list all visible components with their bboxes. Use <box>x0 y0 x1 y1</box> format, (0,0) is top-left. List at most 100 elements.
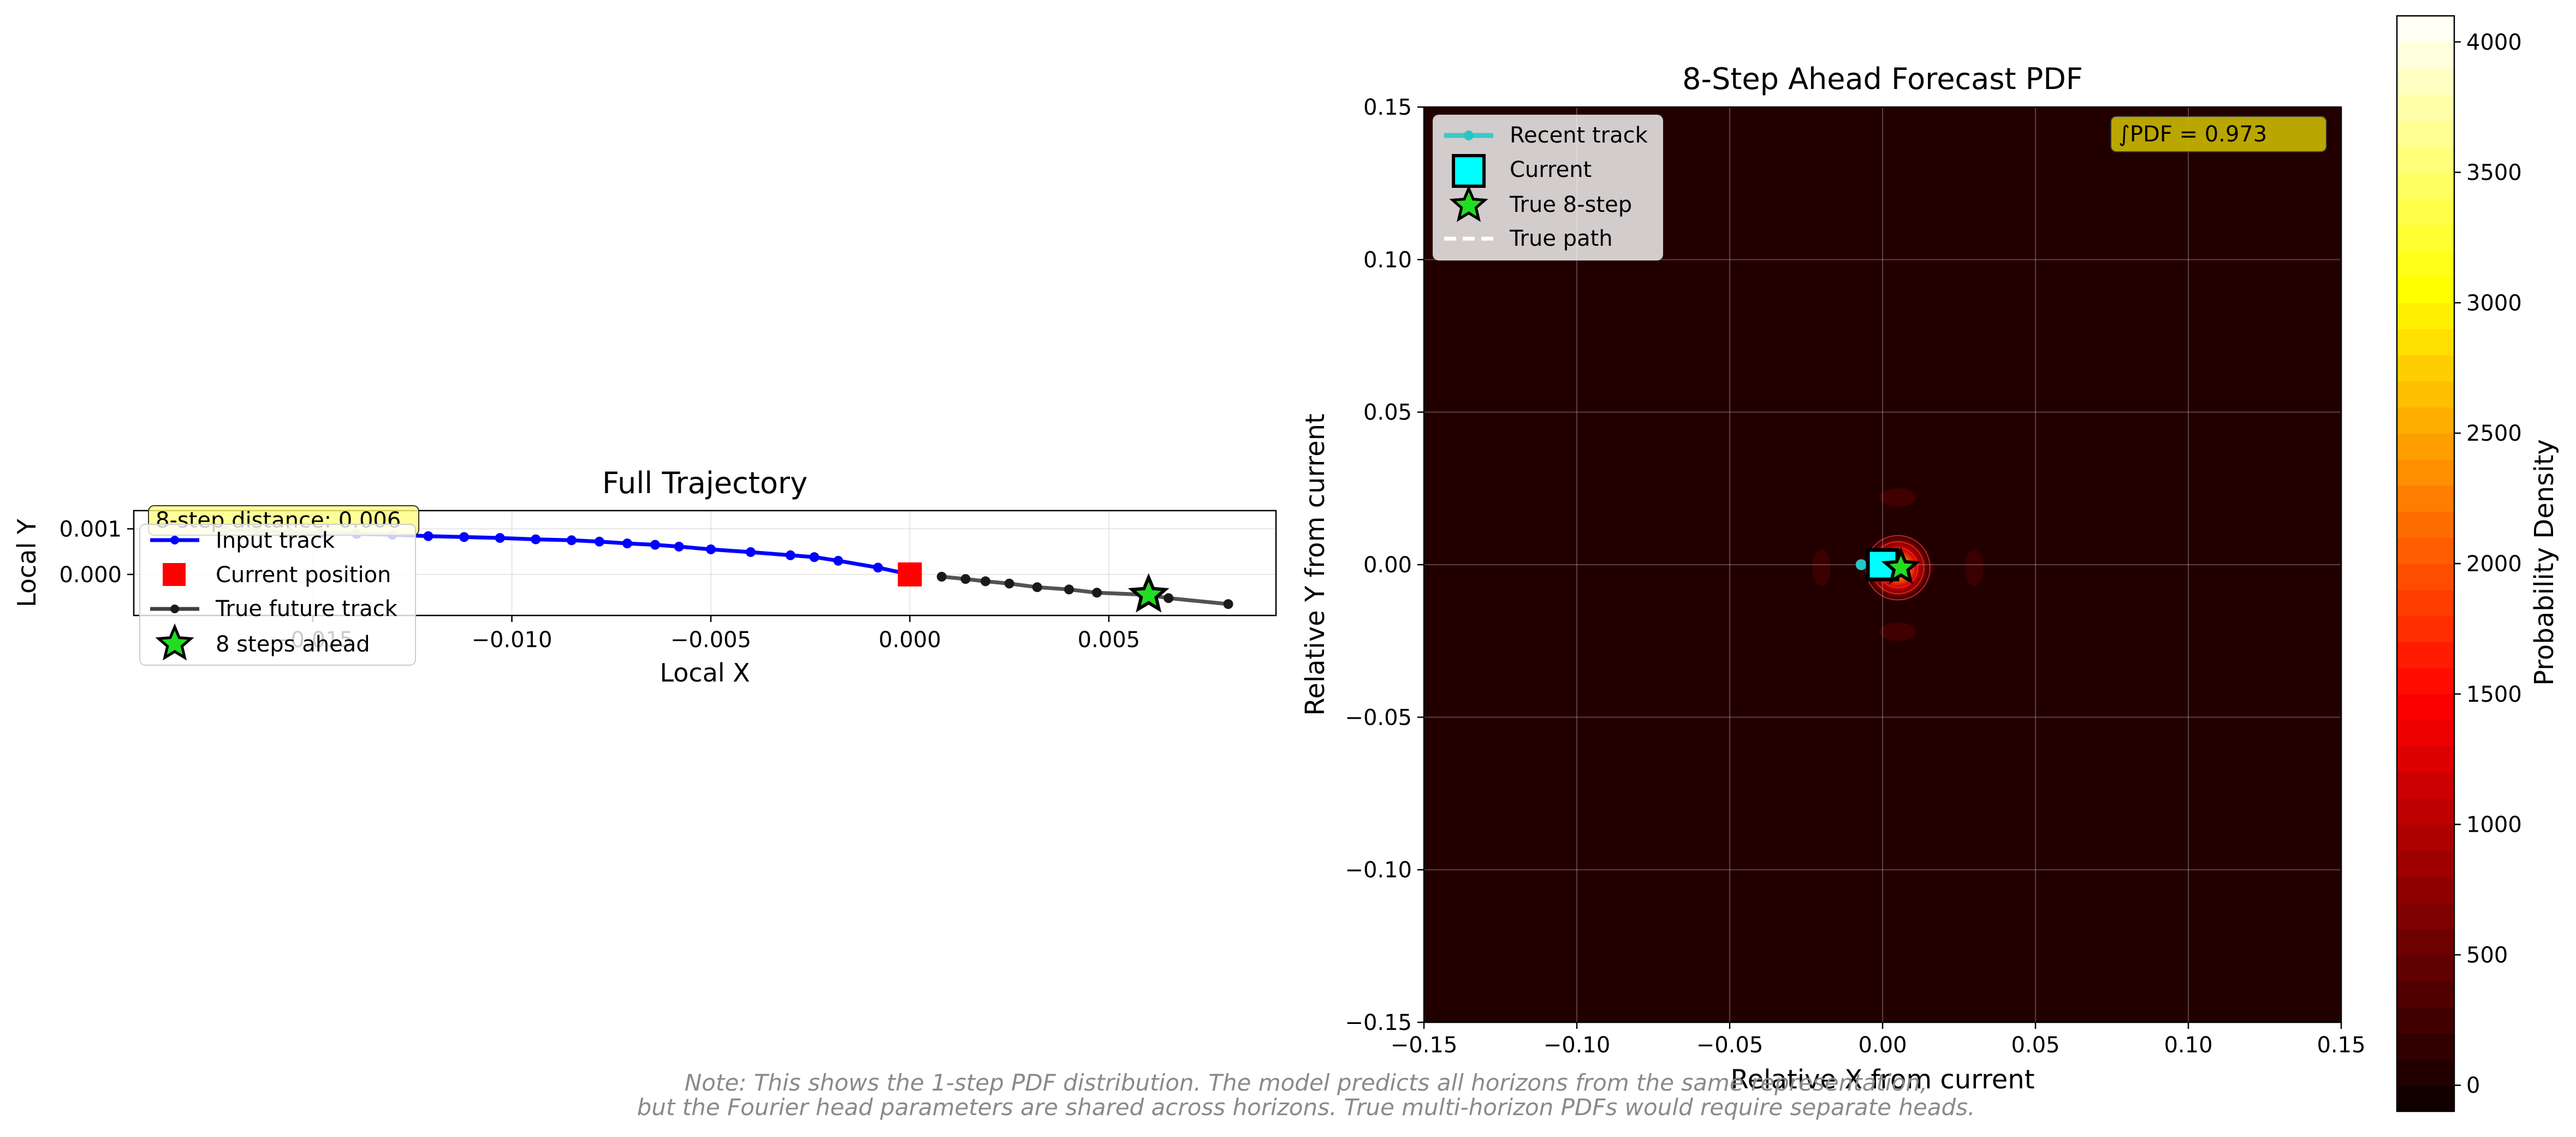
colorbar-band <box>2397 120 2454 147</box>
colorbar-band <box>2397 16 2454 43</box>
legend-label-current-position: Current position <box>216 562 391 588</box>
colorbar-band <box>2397 1059 2454 1086</box>
pdf-y-label: Relative Y from current <box>1300 413 1331 716</box>
footnote-line-2: but the Fourier head parameters are shar… <box>637 1094 1975 1121</box>
input-track-point <box>531 534 541 544</box>
colorbar-band <box>2397 276 2454 304</box>
pdf-contour <box>1865 535 1931 601</box>
x-tick-label: 0.15 <box>2317 1033 2365 1058</box>
legend-label-current: Current <box>1510 157 1592 182</box>
y-tick-label: 0.15 <box>1363 95 1412 120</box>
colorbar-band <box>2397 68 2454 95</box>
colorbar-band <box>2397 459 2454 486</box>
colorbar-band <box>2397 1033 2454 1060</box>
colorbar-band <box>2397 1085 2454 1112</box>
trajectory-legend: Input track Current position True future… <box>139 524 416 666</box>
input-track-point <box>674 541 684 552</box>
colorbar-band <box>2397 615 2454 643</box>
colorbar-band <box>2397 694 2454 721</box>
colorbar-tick-label: 0 <box>2466 1073 2480 1098</box>
colorbar-band <box>2397 537 2454 564</box>
x-tick-label: −0.010 <box>471 627 552 653</box>
input-track-point <box>622 538 632 549</box>
legend-entry-current: Current <box>1452 154 1592 188</box>
colorbar-tick-label: 3500 <box>2466 161 2522 186</box>
trajectory-x-label: Local X <box>660 658 750 688</box>
colorbar-band <box>2397 329 2454 356</box>
future-track-point <box>1064 584 1074 595</box>
y-tick-label: 0.10 <box>1363 247 1412 273</box>
colorbar-band <box>2397 485 2454 512</box>
colorbar-label: Probability Density <box>2529 439 2560 685</box>
x-tick-label: 0.10 <box>2164 1033 2212 1058</box>
colorbar-band <box>2397 564 2454 590</box>
colorbar-band <box>2397 589 2454 617</box>
colorbar-band <box>2397 955 2454 981</box>
legend-entry-true-path: True path <box>1444 226 1613 251</box>
pdf-side-lobe <box>1879 488 1916 507</box>
pdf-side-lobe <box>1812 549 1831 587</box>
colorbar-band <box>2397 42 2454 69</box>
colorbar-band <box>2397 381 2454 408</box>
future-track-point <box>1091 588 1102 598</box>
colorbar-band <box>2397 1006 2454 1034</box>
legend-label-true-path: True path <box>1509 226 1613 251</box>
legend-entry-current-position: Current position <box>163 562 391 588</box>
future-track-point <box>960 574 971 584</box>
legend-label-input-track: Input track <box>216 528 335 553</box>
legend-label-8-steps-ahead: 8 steps ahead <box>216 632 370 657</box>
input-track-point <box>459 532 470 542</box>
pdf-integral-annotation: ∫PDF = 0.973 <box>2110 116 2327 152</box>
colorbar-tick-label: 1000 <box>2466 813 2522 838</box>
y-tick-label: −0.15 <box>1345 1010 1412 1035</box>
future-track-point <box>1032 582 1042 593</box>
colorbar-tick-label: 2500 <box>2466 421 2522 446</box>
pdf-x-label: Relative X from current <box>1730 1064 2034 1095</box>
star-icon <box>1449 185 1488 222</box>
colorbar-band <box>2397 250 2454 277</box>
colorbar-band <box>2397 902 2454 929</box>
x-tick-label: −0.15 <box>1391 1033 1458 1058</box>
future-track-point <box>1164 593 1174 603</box>
y-tick-label: 0.00 <box>1363 553 1412 578</box>
colorbar-band <box>2397 720 2454 747</box>
legend-entry-true-future-track: True future track <box>150 596 398 621</box>
colorbar-tick-label: 2000 <box>2466 552 2522 577</box>
x-tick-label: −0.10 <box>1544 1033 1611 1058</box>
colorbar-band <box>2397 433 2454 460</box>
current-position-marker <box>898 562 922 587</box>
colorbar: 0 500 1000 1500 2000 2500 3000 3500 4000 <box>2396 15 2522 1112</box>
input-track-point <box>650 540 660 550</box>
input-track-point <box>423 531 434 541</box>
future-track-point <box>1004 578 1014 589</box>
trajectory-frame <box>133 510 1277 617</box>
pdf-ticks: −0.15 −0.10 −0.05 0.00 0.05 0.10 0.15 0.15 0.10 0… <box>1345 95 2365 1058</box>
input-track-point <box>809 552 820 562</box>
colorbar-band <box>2397 850 2454 877</box>
future-track-point <box>980 576 990 587</box>
input-track-point <box>705 544 716 554</box>
colorbar-band <box>2397 642 2454 668</box>
x-tick-label: 0.005 <box>1078 627 1141 653</box>
x-tick-label: 0.00 <box>1858 1033 1907 1058</box>
colorbar-band <box>2397 303 2454 329</box>
y-tick-label: −0.05 <box>1345 705 1412 730</box>
colorbar-band <box>2397 172 2454 199</box>
legend-label-true-future-track: True future track <box>215 596 398 621</box>
pdf-overlay-data <box>1855 547 1921 585</box>
legend-label-recent-track: Recent track <box>1510 123 1648 148</box>
future-track-point <box>1223 599 1233 609</box>
y-tick-label: −0.10 <box>1345 858 1412 883</box>
legend-entry-recent-track: Recent track <box>1444 123 1648 148</box>
colorbar-band <box>2397 198 2454 225</box>
y-tick-label: 0.05 <box>1363 400 1412 425</box>
colorbar-band <box>2397 746 2454 773</box>
colorbar-band <box>2397 354 2454 382</box>
colorbar-band <box>2397 94 2454 121</box>
colorbar-band <box>2397 981 2454 1008</box>
x-tick-label: 0.05 <box>2011 1033 2059 1058</box>
colorbar-tick-label: 4000 <box>2466 30 2522 55</box>
colorbar-band <box>2397 928 2454 956</box>
x-tick-label: −0.005 <box>670 627 751 653</box>
legend-entry-true-8-step: True 8-step <box>1449 185 1632 222</box>
